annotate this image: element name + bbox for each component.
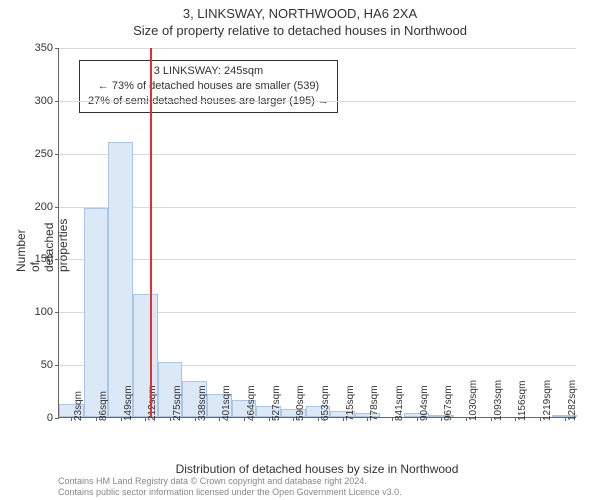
ytick-mark xyxy=(55,418,59,419)
xtick-mark xyxy=(565,417,566,421)
ytick-label: 0 xyxy=(47,412,53,424)
gridline xyxy=(59,259,576,260)
xtick-label: 338sqm xyxy=(197,385,208,421)
ytick-mark xyxy=(55,365,59,366)
xtick-mark xyxy=(170,417,171,421)
histogram-plot: 3 LINKSWAY: 245sqm ← 73% of detached hou… xyxy=(58,48,576,418)
xtick-mark xyxy=(392,417,393,421)
xtick-mark xyxy=(318,417,319,421)
xtick-label: 715sqm xyxy=(345,385,356,421)
xtick-mark xyxy=(195,417,196,421)
xtick-label: 1093sqm xyxy=(493,380,504,421)
x-axis-label: Distribution of detached houses by size … xyxy=(58,462,576,476)
histogram-bar xyxy=(108,142,133,417)
xtick-label: 778sqm xyxy=(369,385,380,421)
ytick-label: 350 xyxy=(35,42,53,54)
annotation-box: 3 LINKSWAY: 245sqm ← 73% of detached hou… xyxy=(79,60,338,113)
xtick-mark xyxy=(466,417,467,421)
xtick-mark xyxy=(417,417,418,421)
chart-title-desc: Size of property relative to detached ho… xyxy=(0,23,600,38)
footer-line2: Contains public sector information licen… xyxy=(58,487,402,498)
xtick-mark xyxy=(540,417,541,421)
gridline xyxy=(59,48,576,49)
ytick-label: 300 xyxy=(35,95,53,107)
ytick-mark xyxy=(55,48,59,49)
xtick-label: 527sqm xyxy=(271,385,282,421)
gridline xyxy=(59,154,576,155)
ytick-label: 50 xyxy=(41,359,53,371)
xtick-label: 1282sqm xyxy=(567,380,578,421)
footer-line1: Contains HM Land Registry data © Crown c… xyxy=(58,476,402,487)
ytick-label: 100 xyxy=(35,306,53,318)
xtick-mark xyxy=(244,417,245,421)
xtick-label: 1156sqm xyxy=(517,381,528,421)
xtick-mark xyxy=(343,417,344,421)
xtick-label: 149sqm xyxy=(123,385,134,421)
histogram-bar xyxy=(84,208,109,417)
xtick-mark xyxy=(121,417,122,421)
gridline xyxy=(59,207,576,208)
footer-attribution: Contains HM Land Registry data © Crown c… xyxy=(58,476,402,498)
xtick-mark xyxy=(96,417,97,421)
annotation-line2: ← 73% of detached houses are smaller (53… xyxy=(88,79,329,94)
ytick-label: 200 xyxy=(35,201,53,213)
xtick-mark xyxy=(269,417,270,421)
ytick-mark xyxy=(55,207,59,208)
annotation-line1: 3 LINKSWAY: 245sqm xyxy=(88,64,329,79)
gridline xyxy=(59,101,576,102)
xtick-mark xyxy=(491,417,492,421)
ytick-mark xyxy=(55,101,59,102)
y-axis-label: Number of detached properties xyxy=(14,219,70,272)
xtick-label: 904sqm xyxy=(419,385,430,421)
ytick-label: 250 xyxy=(35,148,53,160)
property-marker-line xyxy=(150,48,152,417)
xtick-label: 967sqm xyxy=(443,385,454,421)
xtick-label: 1030sqm xyxy=(468,380,479,421)
ytick-mark xyxy=(55,154,59,155)
chart-title-address: 3, LINKSWAY, NORTHWOOD, HA6 2XA xyxy=(0,6,600,21)
ytick-mark xyxy=(55,312,59,313)
